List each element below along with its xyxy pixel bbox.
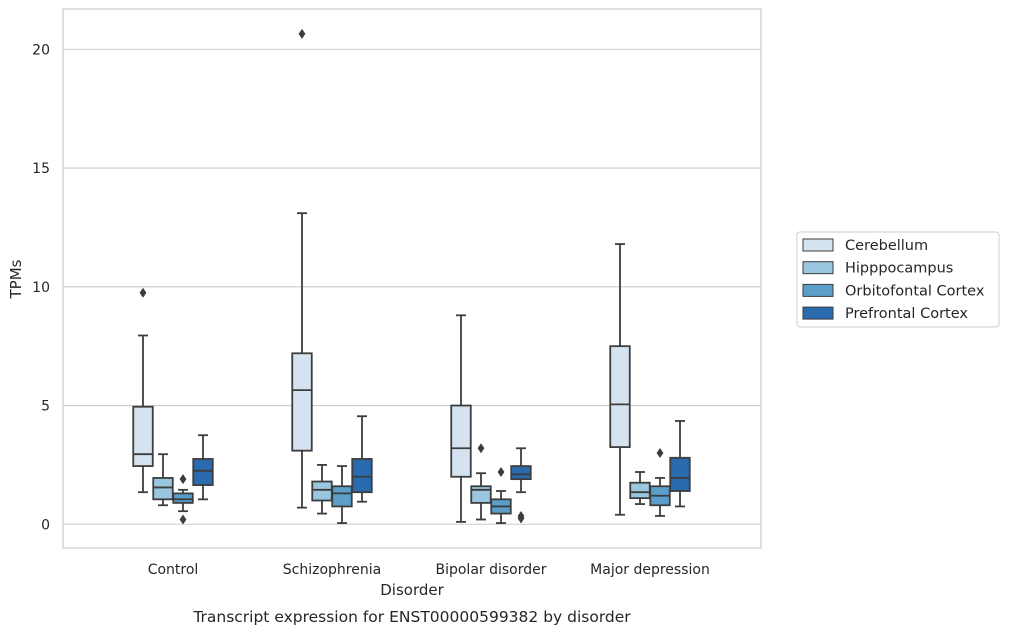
box-plot-item bbox=[669, 420, 691, 508]
box bbox=[629, 481, 651, 500]
box-plot-item bbox=[649, 448, 671, 517]
outlier-point bbox=[139, 287, 147, 298]
legend-label: Orbitofontal Cortex bbox=[845, 283, 985, 299]
legend-swatch bbox=[802, 238, 834, 252]
box bbox=[609, 345, 631, 448]
box-plot-item bbox=[490, 467, 512, 524]
outlier-point bbox=[179, 514, 187, 525]
box bbox=[152, 477, 174, 501]
box bbox=[470, 485, 492, 504]
box bbox=[172, 492, 194, 504]
box-plot-item bbox=[132, 287, 154, 494]
box bbox=[669, 456, 691, 492]
legend-swatch bbox=[802, 261, 834, 275]
box-plot-item bbox=[351, 415, 373, 503]
y-tick-label: 5 bbox=[41, 399, 50, 415]
legend-frame bbox=[796, 231, 1000, 328]
box bbox=[291, 352, 313, 452]
y-tick-label: 10 bbox=[32, 280, 50, 296]
series-orbitofontal-cortex bbox=[172, 448, 671, 525]
box-plot-item bbox=[450, 314, 472, 523]
x-tick-label: Control bbox=[148, 562, 199, 578]
box-plot-item bbox=[152, 453, 174, 507]
box bbox=[311, 480, 333, 502]
legend-label: Prefrontal Cortex bbox=[845, 306, 968, 322]
series-prefrontal-cortex bbox=[192, 415, 691, 524]
legend-swatch bbox=[802, 283, 834, 297]
outlier-point bbox=[656, 448, 664, 459]
box-plot-item bbox=[311, 463, 333, 515]
box bbox=[192, 458, 214, 486]
y-tick-label: 15 bbox=[32, 161, 50, 177]
box-plot-item bbox=[470, 443, 492, 521]
box bbox=[510, 465, 532, 481]
box-plot-series bbox=[132, 28, 691, 525]
x-tick-labels: Control Schizophrenia Bipolar disorder Majo… bbox=[148, 562, 710, 578]
y-tick-label: 20 bbox=[32, 42, 50, 58]
x-axis-label: Disorder bbox=[380, 581, 444, 599]
box-plot-item bbox=[192, 434, 214, 501]
plot-frame bbox=[62, 8, 762, 549]
box-plot-item bbox=[629, 471, 651, 505]
legend-label: Cerebellum bbox=[845, 238, 928, 254]
y-tick-label: 0 bbox=[41, 517, 50, 533]
chart-caption: Transcript expression for ENST0000059938… bbox=[192, 608, 631, 626]
box-plot-item bbox=[331, 465, 353, 524]
box bbox=[450, 404, 472, 478]
grid-lines bbox=[63, 48, 761, 525]
box-plot-item bbox=[609, 243, 631, 516]
x-tick-label: Bipolar disorder bbox=[435, 562, 546, 578]
box bbox=[351, 458, 373, 494]
outlier-point bbox=[497, 467, 505, 478]
y-tick-labels: 0 5 10 15 20 bbox=[32, 42, 50, 533]
box bbox=[331, 485, 353, 508]
box-plot-item bbox=[172, 474, 194, 525]
legend-label: Hipppocampus bbox=[845, 261, 953, 277]
legend-swatch bbox=[802, 306, 834, 320]
outlier-point bbox=[477, 443, 485, 454]
series-cerebellum bbox=[132, 28, 631, 523]
x-tick-label: Schizophrenia bbox=[283, 562, 381, 578]
box-plot-item bbox=[510, 447, 532, 524]
series-hipppocampus bbox=[152, 443, 651, 521]
outlier-point bbox=[179, 474, 187, 485]
y-axis-label: TPMs bbox=[7, 259, 25, 299]
box-plot-item bbox=[291, 28, 313, 509]
outlier-point bbox=[517, 513, 525, 524]
box bbox=[132, 405, 154, 467]
outlier-point bbox=[298, 28, 306, 39]
legend: Cerebellum Hipppocampus Orbitofontal Corte… bbox=[796, 231, 1000, 328]
x-tick-label: Major depression bbox=[590, 562, 710, 578]
